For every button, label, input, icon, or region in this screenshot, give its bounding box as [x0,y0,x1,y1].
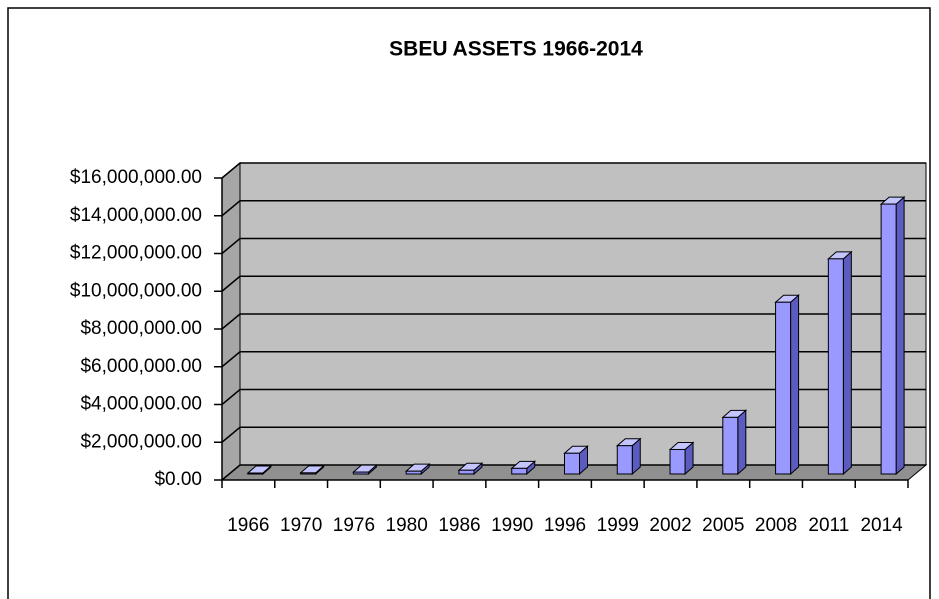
grid-line [221,200,926,217]
bar [511,467,528,475]
x-tick-label: 2008 [755,515,797,536]
y-tick-label: $14,000,000.00 [70,205,202,226]
bar-side [737,409,747,476]
y-tick-label: $8,000,000.00 [80,318,202,339]
x-tick-label: 1980 [386,515,428,536]
bar [300,472,317,475]
x-tick-label: 1990 [491,515,533,536]
x-tick-label: 2011 [808,515,849,536]
bar [458,469,475,475]
bar-side [895,195,905,476]
grid-line [221,313,926,330]
bar [880,203,897,475]
bar [405,470,422,475]
y-tick-label: $10,000,000.00 [70,280,202,301]
bar [564,452,580,475]
x-tick-label: 2002 [649,515,691,536]
y-tick-label: $16,000,000.00 [70,167,202,188]
bar [669,448,686,475]
x-tick-label: 1986 [438,515,480,536]
x-tick-label: 1970 [280,515,322,536]
chart-title: SBEU ASSETS 1966-2014 [389,38,643,61]
bar-side [790,294,800,476]
grid-line [221,351,926,368]
x-tick-label: 2014 [860,515,903,536]
x-tick-label: 1996 [544,515,586,536]
y-tick-label: $2,000,000.00 [80,431,202,452]
grid-line [221,426,926,443]
y-tick-label: $4,000,000.00 [80,394,202,415]
grid-line [221,162,926,179]
grid-line [221,275,926,292]
x-tick-label: 1976 [333,515,375,536]
y-tick-label: $12,000,000.00 [70,243,202,264]
x-tick-label: 2005 [702,515,744,536]
bar-side [842,250,852,476]
bar [722,416,739,475]
grid-line [221,464,926,481]
x-tick-label: 1999 [597,515,639,536]
bar [352,471,369,475]
grid-line [221,388,926,406]
bar [827,258,844,475]
y-tick-label: $6,000,000.00 [80,356,202,377]
y-tick-label: $0.00 [154,469,202,490]
bar [616,445,633,475]
bar [247,472,264,475]
x-tick-label: 1966 [227,515,269,536]
bar [775,301,792,475]
grid-line [221,237,926,255]
